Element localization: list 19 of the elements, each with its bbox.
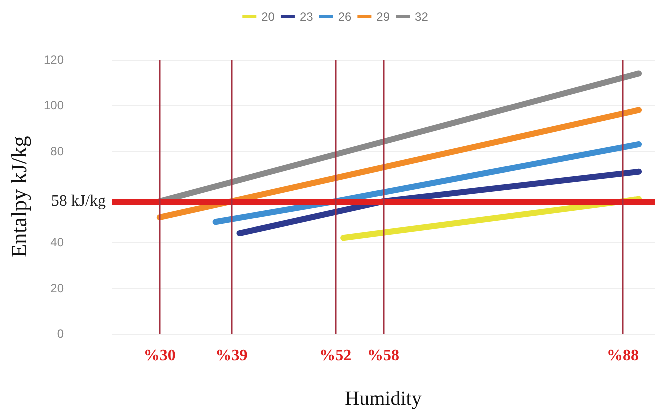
legend-label: 23	[300, 10, 314, 24]
legend-label: 29	[376, 10, 390, 24]
y-tick-label: 100	[44, 98, 64, 113]
y-tick-label: 40	[50, 236, 64, 250]
y-tick-label: 120	[44, 53, 64, 67]
ref-line-label: %39	[216, 348, 248, 364]
legend-label: 32	[415, 10, 429, 24]
ref-line-label: %58	[368, 348, 400, 364]
x-axis-title: Humidity	[345, 388, 422, 410]
legend-label: 26	[338, 10, 352, 24]
y-tick-label: 20	[50, 281, 64, 296]
legend-label: 20	[262, 10, 276, 24]
ref-line-label: 58 kJ/kg	[51, 193, 106, 210]
y-tick-label: 80	[50, 144, 64, 158]
ref-line-label: %30	[144, 348, 176, 364]
ref-line-label: %52	[320, 348, 352, 364]
ref-line-label: %88	[607, 348, 640, 364]
y-axis-title: Entalpy kJ/kg	[6, 136, 32, 258]
y-tick-label: 0	[57, 327, 64, 341]
